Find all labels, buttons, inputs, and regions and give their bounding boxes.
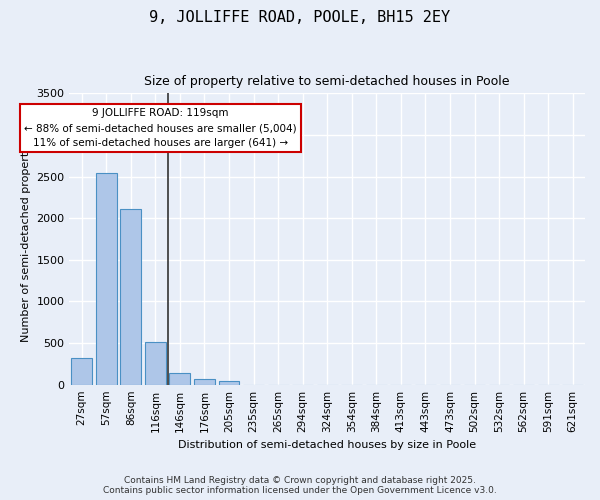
- Bar: [71, 358, 92, 384]
- Bar: [218, 382, 239, 384]
- Bar: [169, 373, 190, 384]
- Bar: [194, 380, 215, 384]
- X-axis label: Distribution of semi-detached houses by size in Poole: Distribution of semi-detached houses by …: [178, 440, 476, 450]
- Y-axis label: Number of semi-detached properties: Number of semi-detached properties: [21, 136, 31, 342]
- Bar: [145, 342, 166, 384]
- Title: Size of property relative to semi-detached houses in Poole: Size of property relative to semi-detach…: [145, 75, 510, 88]
- Text: 9, JOLLIFFE ROAD, POOLE, BH15 2EY: 9, JOLLIFFE ROAD, POOLE, BH15 2EY: [149, 10, 451, 25]
- Text: 9 JOLLIFFE ROAD: 119sqm
← 88% of semi-detached houses are smaller (5,004)
11% of: 9 JOLLIFFE ROAD: 119sqm ← 88% of semi-de…: [24, 108, 296, 148]
- Text: Contains HM Land Registry data © Crown copyright and database right 2025.
Contai: Contains HM Land Registry data © Crown c…: [103, 476, 497, 495]
- Bar: [121, 209, 141, 384]
- Bar: [96, 173, 116, 384]
